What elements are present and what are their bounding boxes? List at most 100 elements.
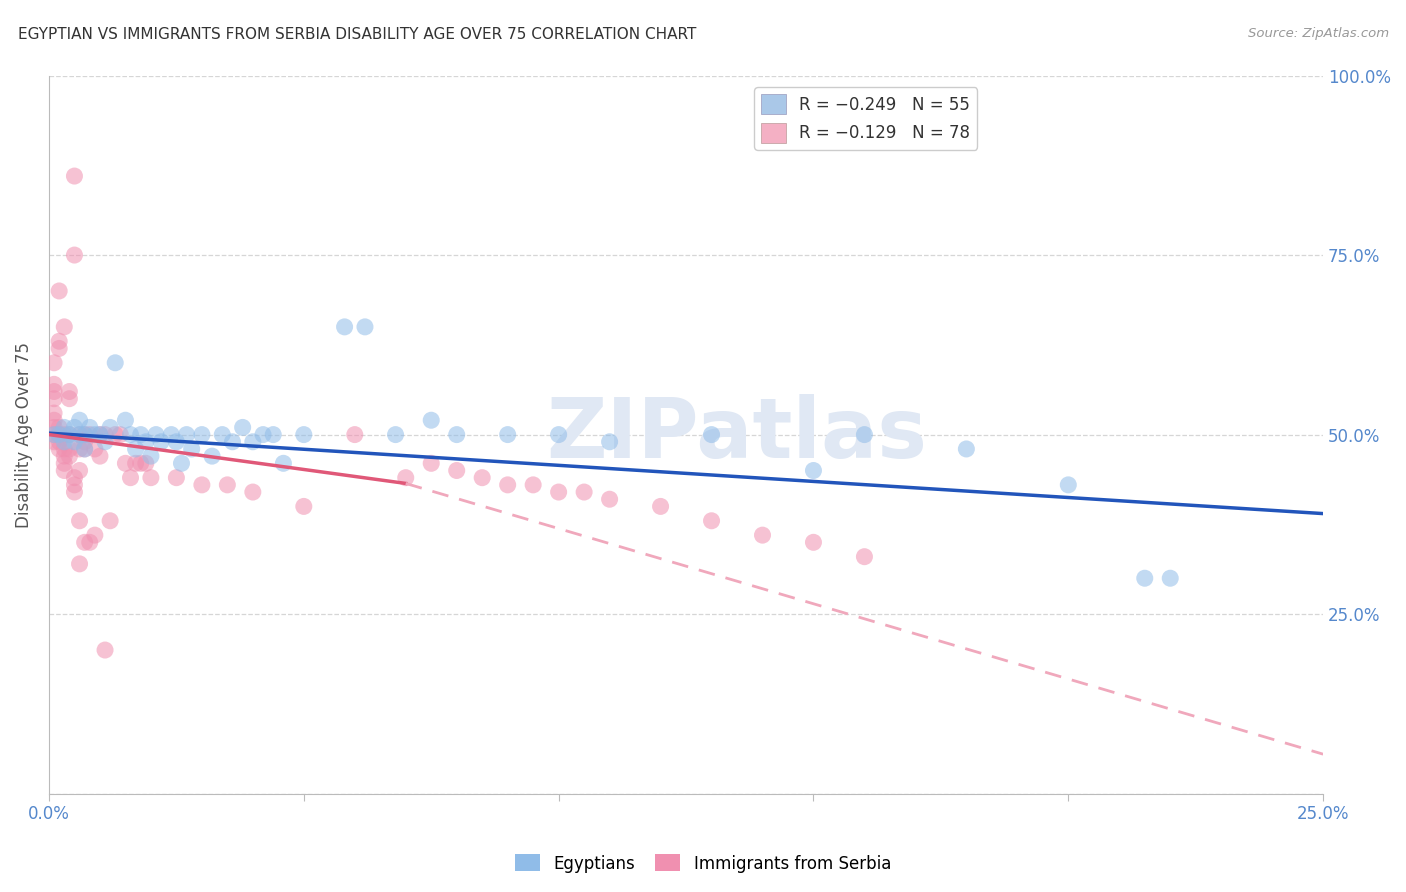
Point bbox=[48, 442, 70, 456]
Point bbox=[94, 643, 117, 657]
Point bbox=[333, 319, 356, 334]
Point bbox=[751, 528, 773, 542]
Y-axis label: Disability Age Over 75: Disability Age Over 75 bbox=[15, 342, 32, 527]
Point bbox=[69, 413, 91, 427]
Point bbox=[547, 427, 569, 442]
Point bbox=[42, 427, 65, 442]
Point bbox=[94, 434, 117, 449]
Point bbox=[180, 442, 202, 456]
Point bbox=[69, 427, 91, 442]
Point bbox=[191, 427, 214, 442]
Point bbox=[53, 319, 76, 334]
Point bbox=[853, 427, 876, 442]
Point bbox=[63, 471, 86, 485]
Point bbox=[150, 434, 173, 449]
Point bbox=[420, 456, 443, 470]
Point bbox=[48, 420, 70, 434]
Point bbox=[98, 514, 121, 528]
Point bbox=[446, 463, 468, 477]
Point bbox=[650, 500, 672, 514]
Point bbox=[79, 420, 101, 434]
Point bbox=[471, 471, 494, 485]
Point bbox=[63, 248, 86, 262]
Point bbox=[73, 434, 96, 449]
Point bbox=[129, 456, 152, 470]
Point bbox=[221, 434, 243, 449]
Point bbox=[69, 427, 91, 442]
Point bbox=[139, 449, 162, 463]
Point bbox=[853, 549, 876, 564]
Point bbox=[58, 392, 80, 406]
Point bbox=[83, 442, 105, 456]
Point bbox=[252, 427, 274, 442]
Point bbox=[73, 535, 96, 549]
Point bbox=[170, 456, 193, 470]
Point bbox=[547, 485, 569, 500]
Point bbox=[273, 456, 295, 470]
Point bbox=[160, 427, 183, 442]
Point bbox=[599, 434, 621, 449]
Point bbox=[803, 535, 825, 549]
Point bbox=[89, 449, 111, 463]
Point bbox=[139, 471, 162, 485]
Point bbox=[69, 514, 91, 528]
Point bbox=[114, 456, 136, 470]
Point bbox=[48, 334, 70, 349]
Point bbox=[83, 427, 105, 442]
Point bbox=[165, 434, 187, 449]
Point bbox=[53, 420, 76, 434]
Point bbox=[124, 442, 146, 456]
Text: Source: ZipAtlas.com: Source: ZipAtlas.com bbox=[1249, 27, 1389, 40]
Point bbox=[69, 557, 91, 571]
Point bbox=[63, 478, 86, 492]
Point bbox=[232, 420, 254, 434]
Legend: Egyptians, Immigrants from Serbia: Egyptians, Immigrants from Serbia bbox=[509, 847, 897, 880]
Point bbox=[700, 514, 723, 528]
Point bbox=[955, 442, 977, 456]
Point bbox=[42, 356, 65, 370]
Point bbox=[58, 442, 80, 456]
Point bbox=[48, 434, 70, 449]
Point bbox=[73, 427, 96, 442]
Point bbox=[53, 449, 76, 463]
Point bbox=[63, 169, 86, 183]
Point bbox=[176, 427, 198, 442]
Point bbox=[42, 427, 65, 442]
Point bbox=[63, 420, 86, 434]
Point bbox=[242, 434, 264, 449]
Point bbox=[124, 456, 146, 470]
Point bbox=[135, 434, 157, 449]
Point bbox=[354, 319, 377, 334]
Point bbox=[53, 427, 76, 442]
Point bbox=[48, 427, 70, 442]
Point bbox=[79, 427, 101, 442]
Point bbox=[446, 427, 468, 442]
Point bbox=[53, 434, 76, 449]
Point bbox=[217, 478, 239, 492]
Point bbox=[42, 413, 65, 427]
Point bbox=[384, 427, 406, 442]
Point bbox=[98, 420, 121, 434]
Point bbox=[83, 528, 105, 542]
Point bbox=[120, 427, 142, 442]
Point bbox=[42, 384, 65, 399]
Point bbox=[89, 427, 111, 442]
Point bbox=[94, 427, 117, 442]
Point bbox=[803, 463, 825, 477]
Point bbox=[201, 449, 224, 463]
Point bbox=[48, 284, 70, 298]
Point bbox=[73, 427, 96, 442]
Point bbox=[522, 478, 544, 492]
Point bbox=[58, 427, 80, 442]
Point bbox=[242, 485, 264, 500]
Text: EGYPTIAN VS IMMIGRANTS FROM SERBIA DISABILITY AGE OVER 75 CORRELATION CHART: EGYPTIAN VS IMMIGRANTS FROM SERBIA DISAB… bbox=[18, 27, 696, 42]
Point bbox=[42, 377, 65, 392]
Point bbox=[120, 471, 142, 485]
Point bbox=[89, 427, 111, 442]
Point bbox=[262, 427, 284, 442]
Point bbox=[420, 413, 443, 427]
Point bbox=[48, 342, 70, 356]
Point bbox=[53, 456, 76, 470]
Text: ZIPatlas: ZIPatlas bbox=[547, 394, 928, 475]
Point bbox=[496, 427, 519, 442]
